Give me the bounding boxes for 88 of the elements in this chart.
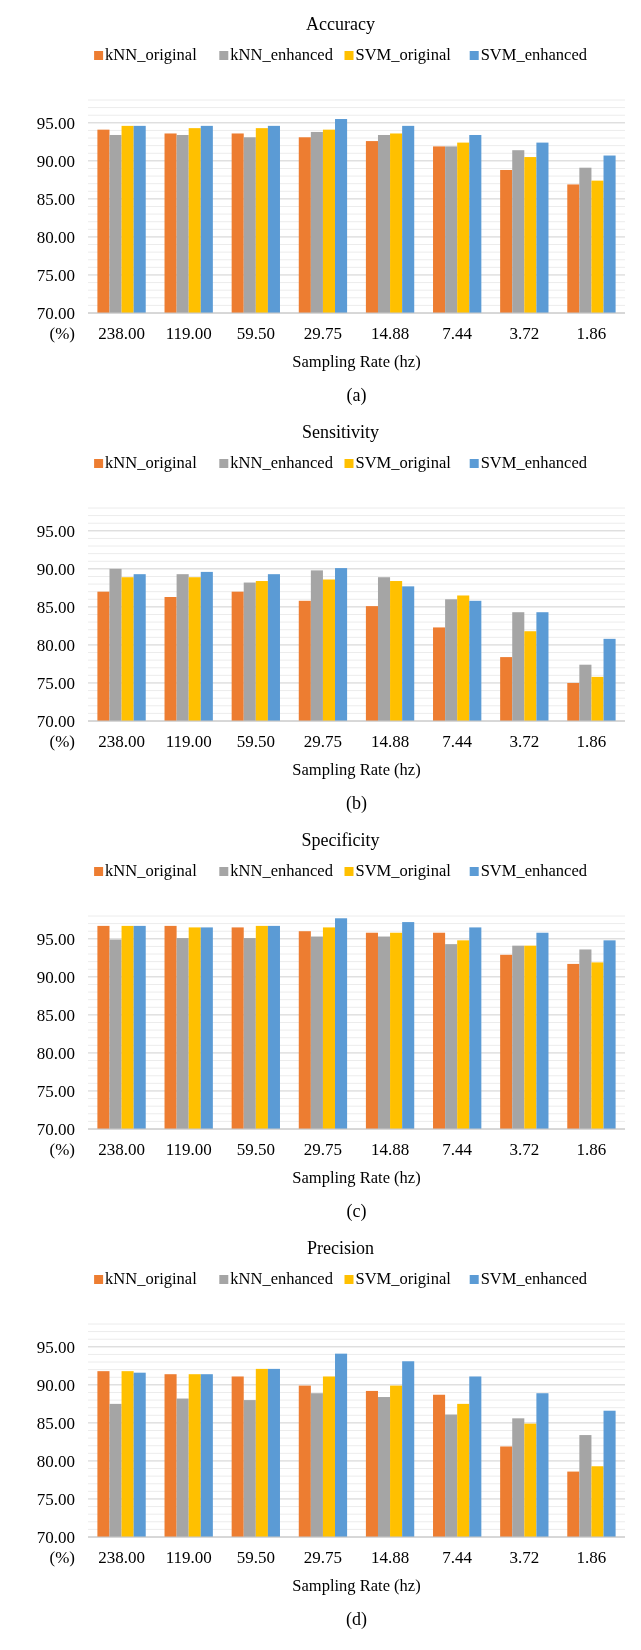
text: (c) — [346, 1201, 367, 1222]
x-tick-label: 7.44 — [442, 1548, 473, 1567]
x-tick-label: 59.50 — [236, 324, 275, 343]
text: (a) — [346, 385, 367, 406]
x-tick-label: 238.00 — [98, 732, 145, 751]
x-tick-label: 3.72 — [509, 324, 540, 343]
x-tick-label: 7.44 — [442, 1140, 473, 1159]
x-tick-label: 1.86 — [576, 324, 607, 343]
x-tick-label: 119.00 — [165, 732, 212, 751]
y-tick-label: 90.00 — [36, 559, 75, 579]
legend-label: SVM_original — [355, 453, 452, 472]
legend-label: SVM_original — [355, 861, 452, 880]
x-tick-label: 3.72 — [509, 1548, 540, 1567]
y-tick-label: 80.00 — [36, 227, 75, 247]
x-tick-label: 119.00 — [165, 1140, 212, 1159]
x-tick-label: 238.00 — [98, 324, 145, 343]
x-tick-label: 14.88 — [370, 732, 410, 751]
legend-label: kNN_original — [105, 453, 198, 472]
x-tick-label: 14.88 — [370, 1548, 410, 1567]
x-tick-label: 119.00 — [165, 1548, 212, 1567]
chart-title: Sensitivity — [301, 422, 380, 442]
x-tick-label: 7.44 — [442, 732, 473, 751]
y-tick-label: 70.00 — [36, 1527, 75, 1547]
legend-label: kNN_original — [105, 1269, 198, 1288]
chart-title: Accuracy — [306, 14, 375, 34]
x-tick-label: 29.75 — [303, 732, 343, 751]
y-tick-label: 95.00 — [36, 113, 75, 133]
text: (d) — [346, 1609, 367, 1630]
y-tick-label: 80.00 — [36, 1451, 75, 1471]
x-tick-label: 1.86 — [576, 732, 607, 751]
x-tick-label: 119.00 — [165, 324, 212, 343]
y-tick-label: 95.00 — [36, 521, 75, 541]
x-tick-label: 3.72 — [509, 1140, 540, 1159]
legend-label: SVM_original — [355, 45, 452, 64]
y-tick-label: 90.00 — [36, 967, 75, 987]
x-tick-label: 238.00 — [98, 1140, 145, 1159]
x-tick-label: 29.75 — [303, 1548, 343, 1567]
legend-label: kNN_enhanced — [230, 861, 334, 880]
x-tick-label: 3.72 — [509, 732, 540, 751]
y-tick-label: 80.00 — [36, 635, 75, 655]
x-tick-label: 1.86 — [576, 1548, 607, 1567]
y-tick-label: 75.00 — [36, 673, 75, 693]
legend-label: kNN_enhanced — [230, 1269, 334, 1288]
legend-label: SVM_enhanced — [480, 861, 588, 880]
legend-label: kNN_enhanced — [230, 453, 334, 472]
y-axis-title: (%) — [49, 1140, 75, 1159]
y-tick-label: 85.00 — [36, 1413, 75, 1433]
y-axis-title: (%) — [49, 1548, 75, 1567]
x-tick-label: 238.00 — [98, 1548, 145, 1567]
y-tick-label: 75.00 — [36, 1081, 75, 1101]
legend-label: kNN_original — [105, 861, 198, 880]
x-tick-label: 59.50 — [236, 1140, 275, 1159]
y-axis-title: (%) — [49, 324, 75, 343]
x-tick-label: 29.75 — [303, 1140, 343, 1159]
y-tick-label: 85.00 — [36, 597, 75, 617]
y-tick-label: 70.00 — [36, 711, 75, 731]
text: (b) — [346, 793, 367, 814]
y-tick-label: 95.00 — [36, 929, 75, 949]
y-axis-title: (%) — [49, 732, 75, 751]
x-tick-label: 1.86 — [576, 1140, 607, 1159]
x-tick-label: 14.88 — [370, 1140, 410, 1159]
legend-label: SVM_original — [355, 1269, 452, 1288]
x-axis-title: Sampling Rate (hz) — [292, 760, 421, 779]
legend-label: SVM_enhanced — [480, 453, 588, 472]
y-tick-label: 85.00 — [36, 1005, 75, 1025]
legend-label: SVM_enhanced — [480, 1269, 588, 1288]
y-tick-label: 90.00 — [36, 151, 75, 171]
x-axis-title: Sampling Rate (hz) — [292, 1576, 421, 1595]
chart-title: Specificity — [301, 830, 380, 850]
x-tick-label: 59.50 — [236, 732, 275, 751]
y-tick-label: 75.00 — [36, 265, 75, 285]
legend-label: kNN_original — [105, 45, 198, 64]
chart-title: Precision — [307, 1238, 374, 1258]
x-axis-title: Sampling Rate (hz) — [292, 1168, 421, 1187]
x-tick-label: 14.88 — [370, 324, 410, 343]
x-tick-label: 7.44 — [442, 324, 473, 343]
x-tick-label: 29.75 — [303, 324, 343, 343]
y-tick-label: 90.00 — [36, 1375, 75, 1395]
y-tick-label: 75.00 — [36, 1489, 75, 1509]
legend-label: kNN_enhanced — [230, 45, 334, 64]
y-tick-label: 70.00 — [36, 1119, 75, 1139]
y-tick-label: 85.00 — [36, 189, 75, 209]
y-tick-label: 95.00 — [36, 1337, 75, 1357]
y-tick-label: 70.00 — [36, 303, 75, 323]
x-tick-label: 59.50 — [236, 1548, 275, 1567]
legend-label: SVM_enhanced — [480, 45, 588, 64]
x-axis-title: Sampling Rate (hz) — [292, 352, 421, 371]
y-tick-label: 80.00 — [36, 1043, 75, 1063]
